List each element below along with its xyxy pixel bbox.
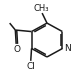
Text: CH₃: CH₃ (34, 4, 49, 13)
Text: O: O (13, 45, 20, 54)
Text: Cl: Cl (26, 62, 35, 71)
Text: N: N (64, 44, 71, 53)
